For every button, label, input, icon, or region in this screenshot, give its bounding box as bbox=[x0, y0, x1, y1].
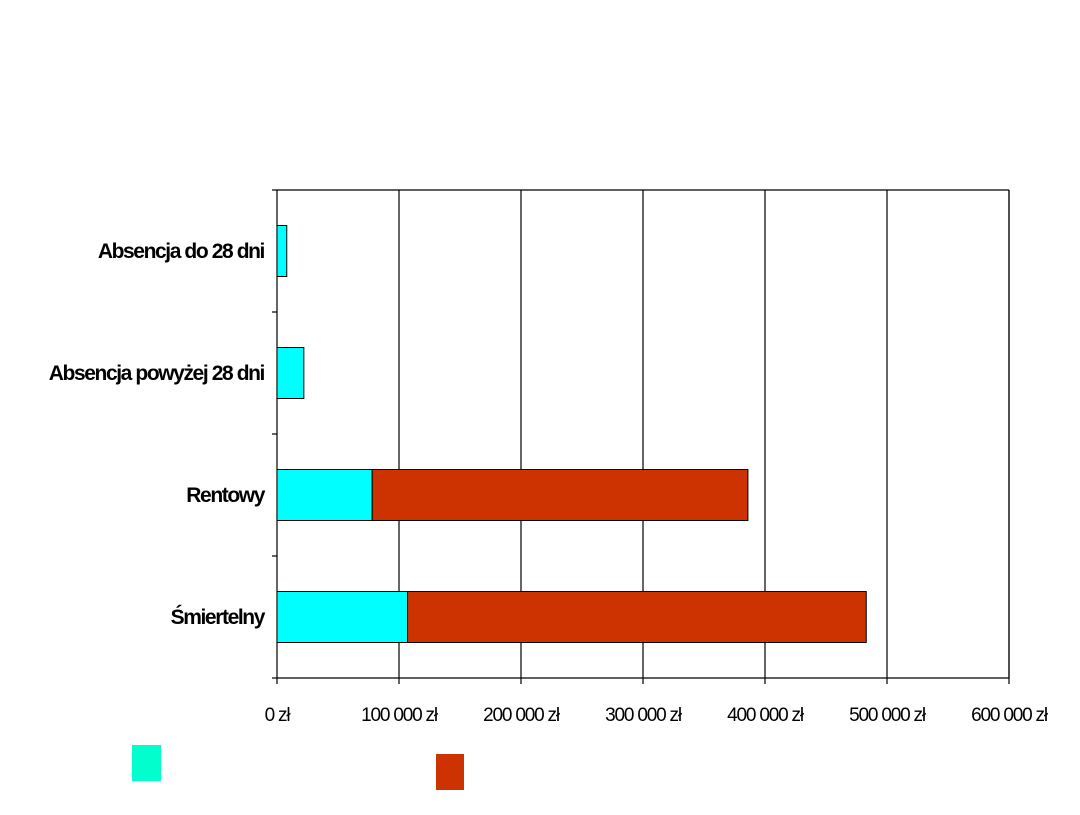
legend-swatch-series-1 bbox=[132, 745, 161, 781]
legend-swatch-series-2 bbox=[436, 754, 464, 790]
x-tick-label-5: 500 000 zł bbox=[849, 705, 927, 726]
bar-series-1-0 bbox=[276, 225, 288, 277]
x-tick-label-6: 600 000 zł bbox=[971, 705, 1049, 726]
category-label-0: Absencja do 28 dni bbox=[98, 240, 265, 263]
x-tick-label-0: 0 zł bbox=[265, 705, 292, 726]
bar-series-1-3 bbox=[276, 591, 409, 643]
bar-series-2-2 bbox=[371, 469, 749, 521]
bar-series-2-3 bbox=[407, 591, 867, 643]
x-tick-label-2: 200 000 zł bbox=[483, 705, 561, 726]
x-tick-label-4: 400 000 zł bbox=[727, 705, 805, 726]
category-label-3: Śmiertelny bbox=[171, 605, 266, 629]
bar-series-1-2 bbox=[276, 469, 373, 521]
category-label-1: Absencja powyżej 28 dni bbox=[49, 362, 265, 385]
bar-series-1-1 bbox=[276, 347, 305, 399]
x-tick-label-3: 300 000 zł bbox=[605, 705, 683, 726]
x-tick-label-1: 100 000 zł bbox=[361, 705, 439, 726]
category-label-2: Rentowy bbox=[186, 484, 265, 507]
